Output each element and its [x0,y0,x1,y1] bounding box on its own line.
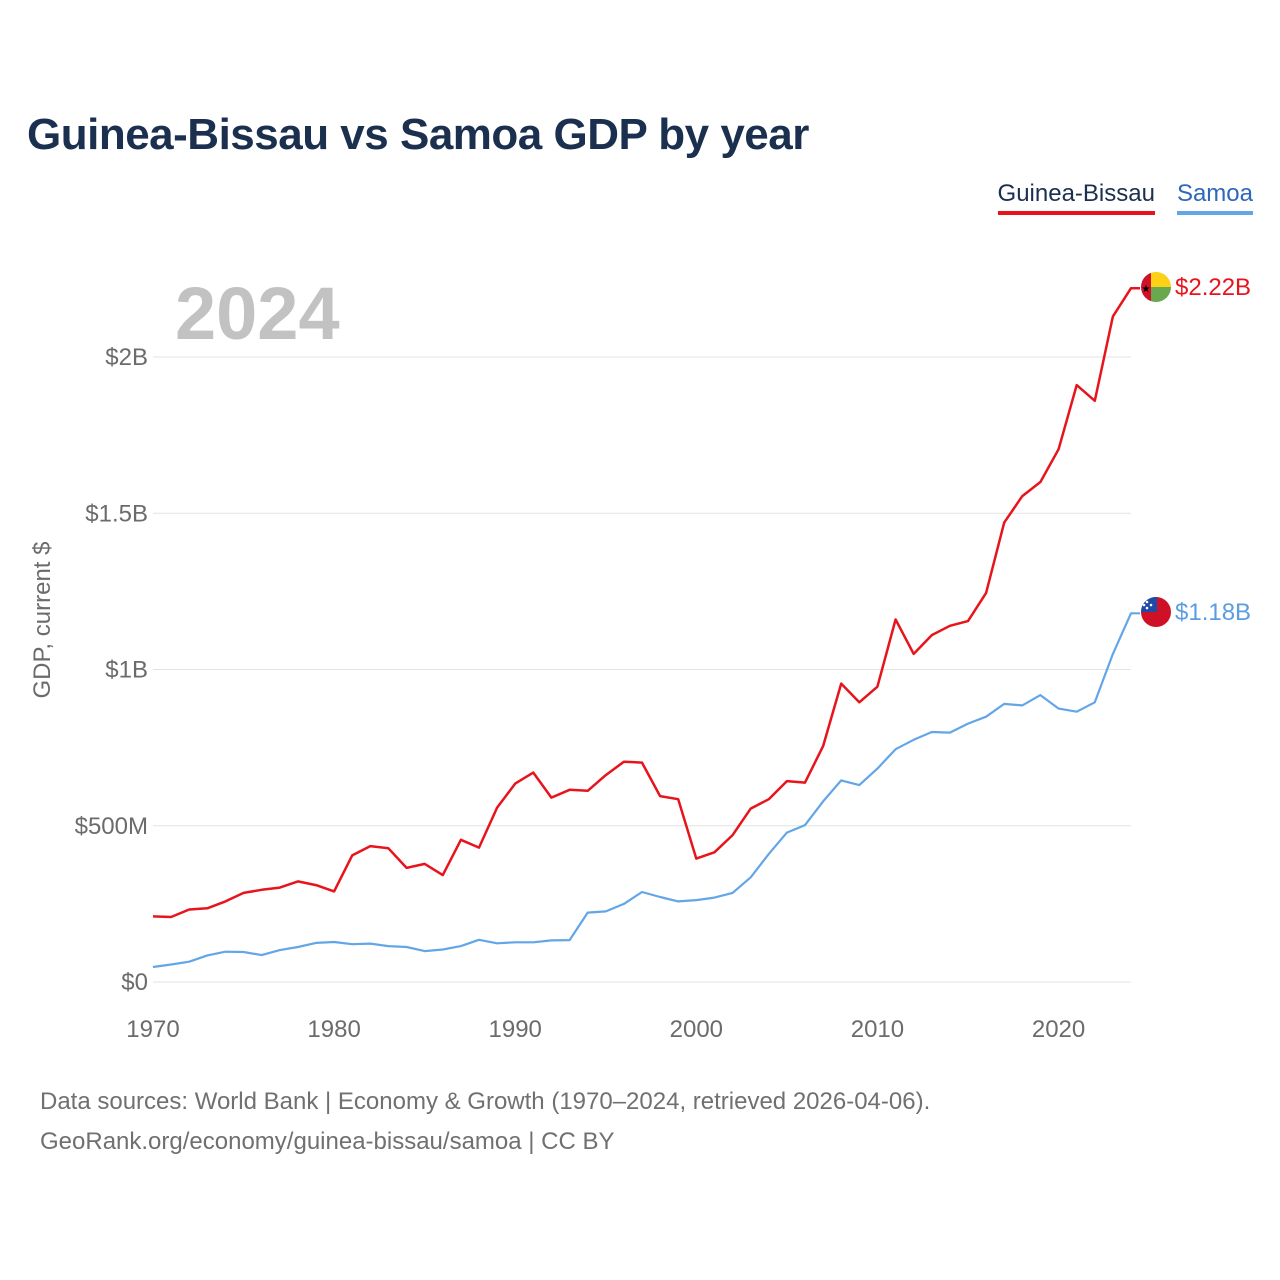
gridlines [153,356,1131,983]
y-tick-label: $0 [121,969,148,996]
y-tick-label: $2B [105,344,148,371]
chart-title: Guinea-Bissau vs Samoa GDP by year [27,110,809,159]
x-tick-label: 2010 [851,1016,904,1043]
source-line-1: Data sources: World Bank | Economy & Gro… [40,1088,931,1115]
samoa-flag-icon [1141,597,1171,627]
series-line-guinea-bissau[interactable] [152,286,1140,919]
y-tick-label: $500M [75,813,148,840]
series-lines [152,286,1140,969]
x-tick-label: 1990 [489,1016,542,1043]
y-axis-ticks: $0 $500M $1B $1.5B $2B [75,344,148,996]
guinea-bissau-value-label: $2.22B [1175,274,1251,301]
guinea-bissau-flag-icon: ★ [1141,272,1171,302]
y-tick-label: $1.5B [85,500,148,527]
legend-samoa[interactable]: Samoa [1176,180,1253,215]
legend: Guinea-Bissau Samoa [997,180,1253,215]
y-axis-title: GDP, current $ [29,542,56,699]
svg-text:★: ★ [1142,284,1151,295]
x-tick-label: 1980 [307,1016,360,1043]
series-line-samoa[interactable] [152,612,1140,969]
y-tick-label: $1B [105,657,148,684]
data-source: Data sources: World Bank | Economy & Gro… [40,1082,930,1162]
legend-guinea-bissau[interactable]: Guinea-Bissau [997,180,1155,215]
x-tick-label: 2020 [1032,1016,1085,1043]
source-line-2[interactable]: GeoRank.org/economy/guinea-bissau/samoa … [40,1128,615,1155]
samoa-value-label: $1.18B [1175,599,1251,626]
x-tick-label: 2000 [670,1016,723,1043]
x-tick-label: 1970 [126,1016,179,1043]
year-label: 2024 [175,272,340,355]
x-axis-ticks: 1970 1980 1990 2000 2010 2020 [126,1016,1085,1043]
